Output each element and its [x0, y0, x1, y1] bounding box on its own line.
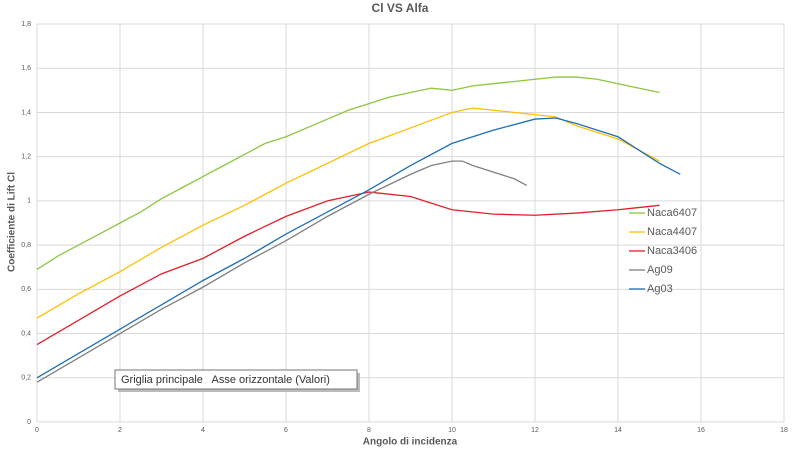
legend-label: Naca4407 [647, 226, 697, 238]
y-tick-label: 0,6 [21, 286, 31, 293]
y-tick-label: 0,8 [21, 242, 31, 249]
x-tick-label: 4 [201, 427, 205, 434]
x-tick-label: 0 [35, 427, 39, 434]
tooltip-text: Griglia principale Asse orizzontale (Val… [121, 374, 330, 386]
x-tick-label: 14 [614, 427, 622, 434]
legend-label: Naca6407 [647, 207, 697, 219]
y-tick-label: 1,2 [21, 154, 31, 161]
tooltip-box [114, 369, 358, 390]
y-tick-label: 1,6 [21, 65, 31, 72]
x-tick-label: 6 [284, 427, 288, 434]
x-tick-label: 18 [780, 427, 788, 434]
legend-label: Ag09 [647, 264, 673, 276]
y-tick-label: 1,4 [21, 109, 31, 116]
y-tick-label: 1,8 [21, 21, 31, 28]
legend-label: Ag03 [647, 283, 673, 295]
x-tick-label: 16 [697, 427, 705, 434]
y-axis-label: Coefficiente di Lift Cl [7, 172, 18, 272]
y-tick-label: 0 [27, 419, 31, 426]
series-line [36, 191, 660, 346]
series-line [36, 76, 660, 270]
y-tick-label: 0,4 [21, 330, 31, 337]
series-line [36, 160, 528, 383]
x-axis-label: Angolo di incidenza [363, 437, 458, 448]
x-tick-label: 8 [367, 427, 371, 434]
legend-label: Naca3406 [647, 245, 697, 257]
y-tick-label: 1 [27, 198, 31, 205]
chart-title: Cl VS Alfa [372, 1, 429, 15]
x-tick-label: 2 [118, 427, 122, 434]
x-tick-label: 12 [531, 427, 539, 434]
x-tick-label: 10 [448, 427, 456, 434]
series-line [36, 117, 681, 379]
y-tick-label: 0,2 [21, 375, 31, 382]
